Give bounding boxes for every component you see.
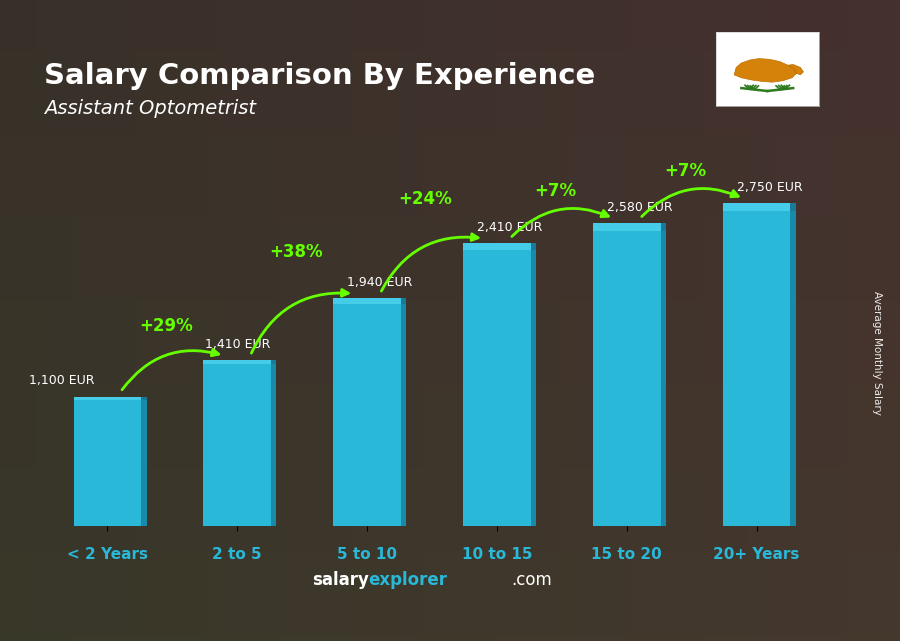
Bar — [74, 397, 141, 526]
Text: 1,410 EUR: 1,410 EUR — [204, 338, 270, 351]
Text: explorer: explorer — [369, 571, 447, 589]
Text: 10 to 15: 10 to 15 — [462, 547, 532, 562]
Text: 2 to 5: 2 to 5 — [212, 547, 262, 562]
Bar — [723, 203, 790, 212]
Bar — [141, 397, 147, 526]
Bar — [531, 243, 536, 526]
Bar — [141, 397, 147, 400]
Text: +29%: +29% — [139, 317, 193, 335]
Bar — [723, 203, 790, 526]
Text: 1,940 EUR: 1,940 EUR — [347, 276, 413, 289]
Bar — [531, 243, 536, 250]
Bar — [661, 223, 666, 526]
Bar — [790, 203, 796, 212]
Bar — [271, 360, 276, 526]
Bar — [400, 298, 406, 526]
Text: < 2 Years: < 2 Years — [67, 547, 148, 562]
Text: +7%: +7% — [664, 162, 707, 180]
Text: 5 to 10: 5 to 10 — [338, 547, 397, 562]
Text: +7%: +7% — [535, 182, 576, 200]
Text: 2,580 EUR: 2,580 EUR — [607, 201, 672, 214]
Bar — [74, 397, 141, 400]
Bar — [203, 360, 271, 526]
Bar — [593, 223, 661, 526]
Text: Average Monthly Salary: Average Monthly Salary — [872, 290, 883, 415]
Bar — [333, 298, 400, 526]
Bar — [464, 243, 531, 526]
PathPatch shape — [734, 58, 804, 82]
Text: 2,410 EUR: 2,410 EUR — [477, 221, 543, 234]
Bar — [464, 243, 531, 250]
Text: salary: salary — [311, 571, 369, 589]
Text: 20+ Years: 20+ Years — [714, 547, 800, 562]
Bar — [203, 360, 271, 365]
Bar — [400, 298, 406, 304]
Text: 1,100 EUR: 1,100 EUR — [29, 374, 94, 387]
Bar — [790, 203, 796, 526]
Bar — [593, 223, 661, 231]
Text: +24%: +24% — [399, 190, 453, 208]
Bar — [271, 360, 276, 365]
Text: 2,750 EUR: 2,750 EUR — [737, 181, 803, 194]
Text: .com: .com — [511, 571, 552, 589]
Text: 15 to 20: 15 to 20 — [591, 547, 662, 562]
Text: Assistant Optometrist: Assistant Optometrist — [44, 99, 256, 118]
Text: +38%: +38% — [269, 243, 322, 261]
Bar — [661, 223, 666, 231]
Bar — [333, 298, 400, 304]
Text: Salary Comparison By Experience: Salary Comparison By Experience — [44, 62, 595, 90]
